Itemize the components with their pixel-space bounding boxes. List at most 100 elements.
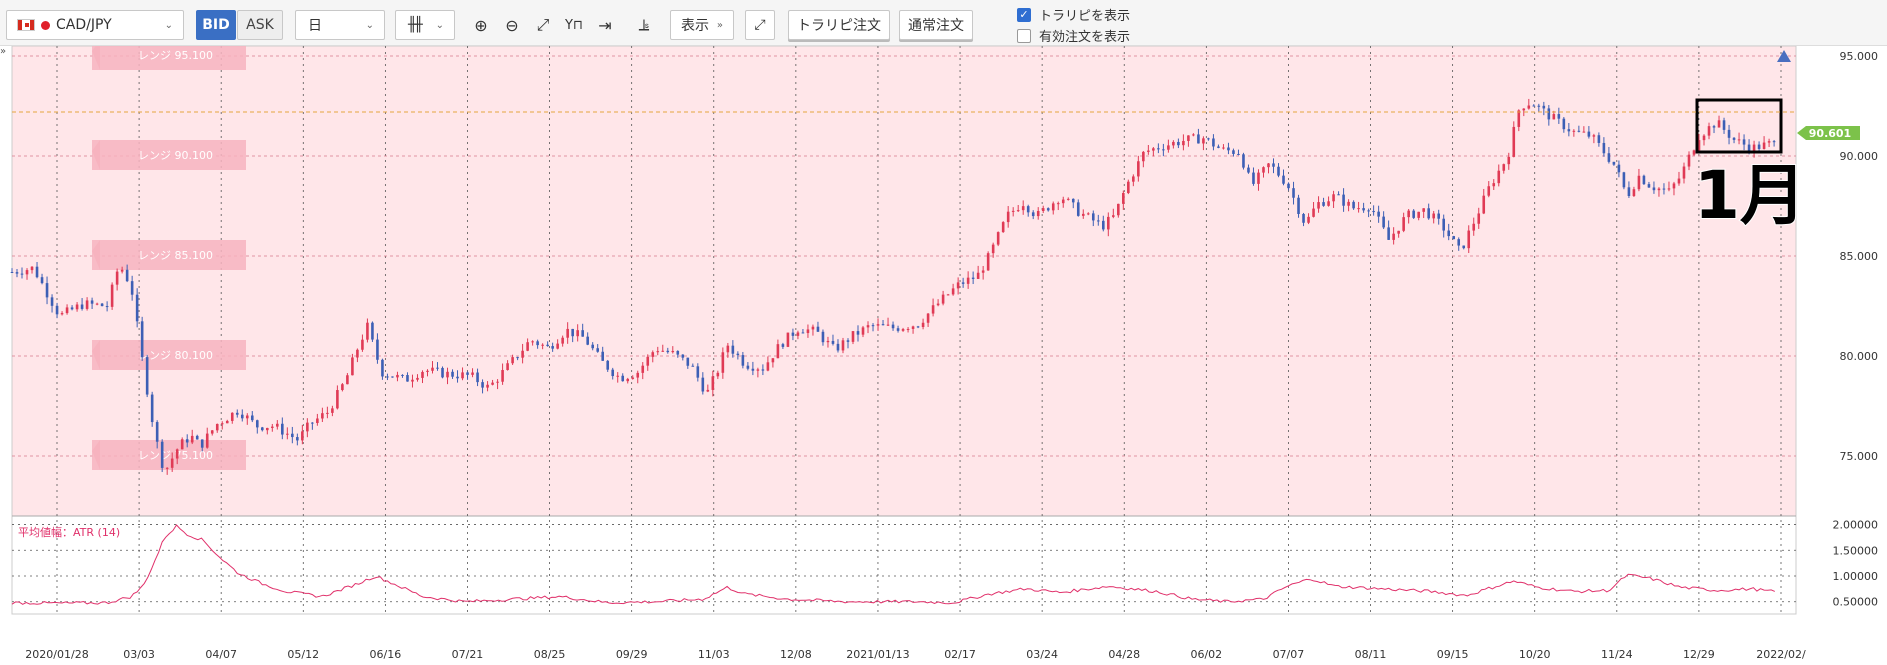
currency-pair-select[interactable]: CAD/JPY ⌄ xyxy=(6,10,184,40)
x-tick-label: 11/24 xyxy=(1601,648,1633,661)
candle-body xyxy=(801,332,805,334)
candle-body xyxy=(1407,210,1410,218)
x-tick-label: 03/24 xyxy=(1026,648,1058,661)
candle-body xyxy=(70,307,74,310)
candle-body xyxy=(120,269,124,272)
candle-body xyxy=(1352,201,1355,209)
candle-body xyxy=(215,423,219,431)
pin-icon[interactable]: Y⊓ xyxy=(564,17,584,33)
candle-body xyxy=(1672,183,1676,189)
candle-body xyxy=(471,372,474,375)
candle-body xyxy=(1292,188,1295,198)
x-tick-label: 12/29 xyxy=(1683,648,1715,661)
chart-type-select[interactable]: ╫╫ ⌄ xyxy=(395,10,455,40)
candle-body xyxy=(1006,211,1010,223)
candle-body xyxy=(1752,144,1756,152)
candle-body xyxy=(1172,141,1175,146)
expand-icon[interactable]: ⤢ xyxy=(745,10,775,40)
ask-button[interactable]: ASK xyxy=(237,10,283,40)
display-menu-button[interactable]: 表示 » xyxy=(670,10,734,40)
period-select[interactable]: 日 ⌄ xyxy=(295,10,385,40)
candle-body xyxy=(1562,118,1566,130)
candle-body xyxy=(526,342,529,351)
candle-body xyxy=(1477,213,1481,224)
candle-body xyxy=(761,369,765,371)
month-annotation: 1月 xyxy=(1694,157,1806,234)
candle-body xyxy=(856,331,860,335)
candle-body xyxy=(1617,164,1621,173)
candle-body xyxy=(1612,161,1616,165)
atr-tick-label: 0.50000 xyxy=(1833,596,1879,609)
candle-body xyxy=(946,294,950,296)
candle-body xyxy=(456,376,459,379)
candle-body xyxy=(1101,220,1105,230)
candle-body xyxy=(240,414,244,419)
candle-body xyxy=(1127,181,1130,194)
range-tag xyxy=(92,240,246,270)
candle-body xyxy=(1637,175,1641,190)
candle-body xyxy=(80,304,84,309)
range-tag xyxy=(92,440,246,470)
candle-body xyxy=(1667,188,1671,190)
candle-body xyxy=(1502,164,1506,171)
candle-body xyxy=(1157,148,1160,150)
candle-body xyxy=(1707,126,1711,136)
show-active-checkbox[interactable]: 有効注文を表示 xyxy=(1017,26,1130,45)
candle-body xyxy=(1247,167,1250,173)
candle-body xyxy=(1362,208,1365,211)
candle-body xyxy=(95,303,99,305)
candle-body xyxy=(1572,130,1576,132)
candle-body xyxy=(376,339,379,360)
plot-border xyxy=(11,46,1797,615)
candle-body xyxy=(1051,203,1055,211)
candle-body xyxy=(421,371,424,378)
range-tag-arrow xyxy=(92,340,100,370)
candle-body xyxy=(245,415,249,419)
price-chart[interactable]: レンジ 95.100 レンジ 90.100 レンジ 85.100 レンジ 80.100… xyxy=(0,46,1887,665)
bid-button[interactable]: BID xyxy=(196,10,236,40)
indicator-icon[interactable]: ⫡ xyxy=(638,15,650,34)
candle-body xyxy=(1577,130,1581,132)
candle-body xyxy=(1081,213,1085,216)
range-label: レンジ 95.100 xyxy=(138,49,213,62)
candle-body xyxy=(716,372,720,377)
candle-body xyxy=(511,357,514,364)
x-tick-label: 09/29 xyxy=(616,648,648,661)
x-tick-label: 2021/01/13 xyxy=(846,648,909,661)
side-panel-toggle[interactable]: » xyxy=(0,46,7,57)
candle-body xyxy=(1122,193,1125,204)
candle-body xyxy=(626,378,630,382)
x-tick-label: 2020/01/28 xyxy=(25,648,88,661)
toolbar: CAD/JPY ⌄ BID ASK 日 ⌄ ╫╫ ⌄ ⊕ ⊖ ⤢ Y⊓ ⇥ ⫡ … xyxy=(0,0,1887,46)
candle-body xyxy=(1277,166,1280,176)
candle-body xyxy=(846,340,850,342)
candle-body xyxy=(786,332,790,347)
normal-order-button[interactable]: 通常注文 xyxy=(899,10,973,40)
x-tick-label: 06/16 xyxy=(370,648,402,661)
fit-icon[interactable]: ⤢ xyxy=(536,15,550,34)
candle-body xyxy=(1682,166,1686,179)
candle-body xyxy=(1487,186,1491,196)
candle-body xyxy=(466,372,469,375)
candle-body xyxy=(1662,188,1666,190)
candle-body xyxy=(1747,144,1751,152)
candle-body xyxy=(1282,175,1285,184)
canada-flag-icon xyxy=(17,19,35,31)
candle-body xyxy=(721,352,725,373)
trap-order-button[interactable]: トラリピ注文 xyxy=(788,10,890,40)
show-trap-checkbox[interactable]: ✓ トラリピを表示 xyxy=(1017,5,1130,24)
candle-body xyxy=(1192,134,1195,136)
zoom-in-icon[interactable]: ⊕ xyxy=(474,15,488,35)
candle-body xyxy=(501,369,504,382)
scroll-up-triangle-icon xyxy=(1777,50,1791,62)
candle-body xyxy=(1197,134,1200,144)
candle-body xyxy=(1202,138,1205,144)
candle-body xyxy=(836,343,840,351)
candle-body xyxy=(631,377,635,379)
jump-end-icon[interactable]: ⇥ xyxy=(598,15,612,35)
chevron-down-icon: ⌄ xyxy=(164,19,173,31)
candle-body xyxy=(1016,210,1020,212)
candle-body xyxy=(1712,126,1716,128)
candle-body xyxy=(230,412,234,421)
zoom-out-icon[interactable]: ⊖ xyxy=(505,15,519,35)
